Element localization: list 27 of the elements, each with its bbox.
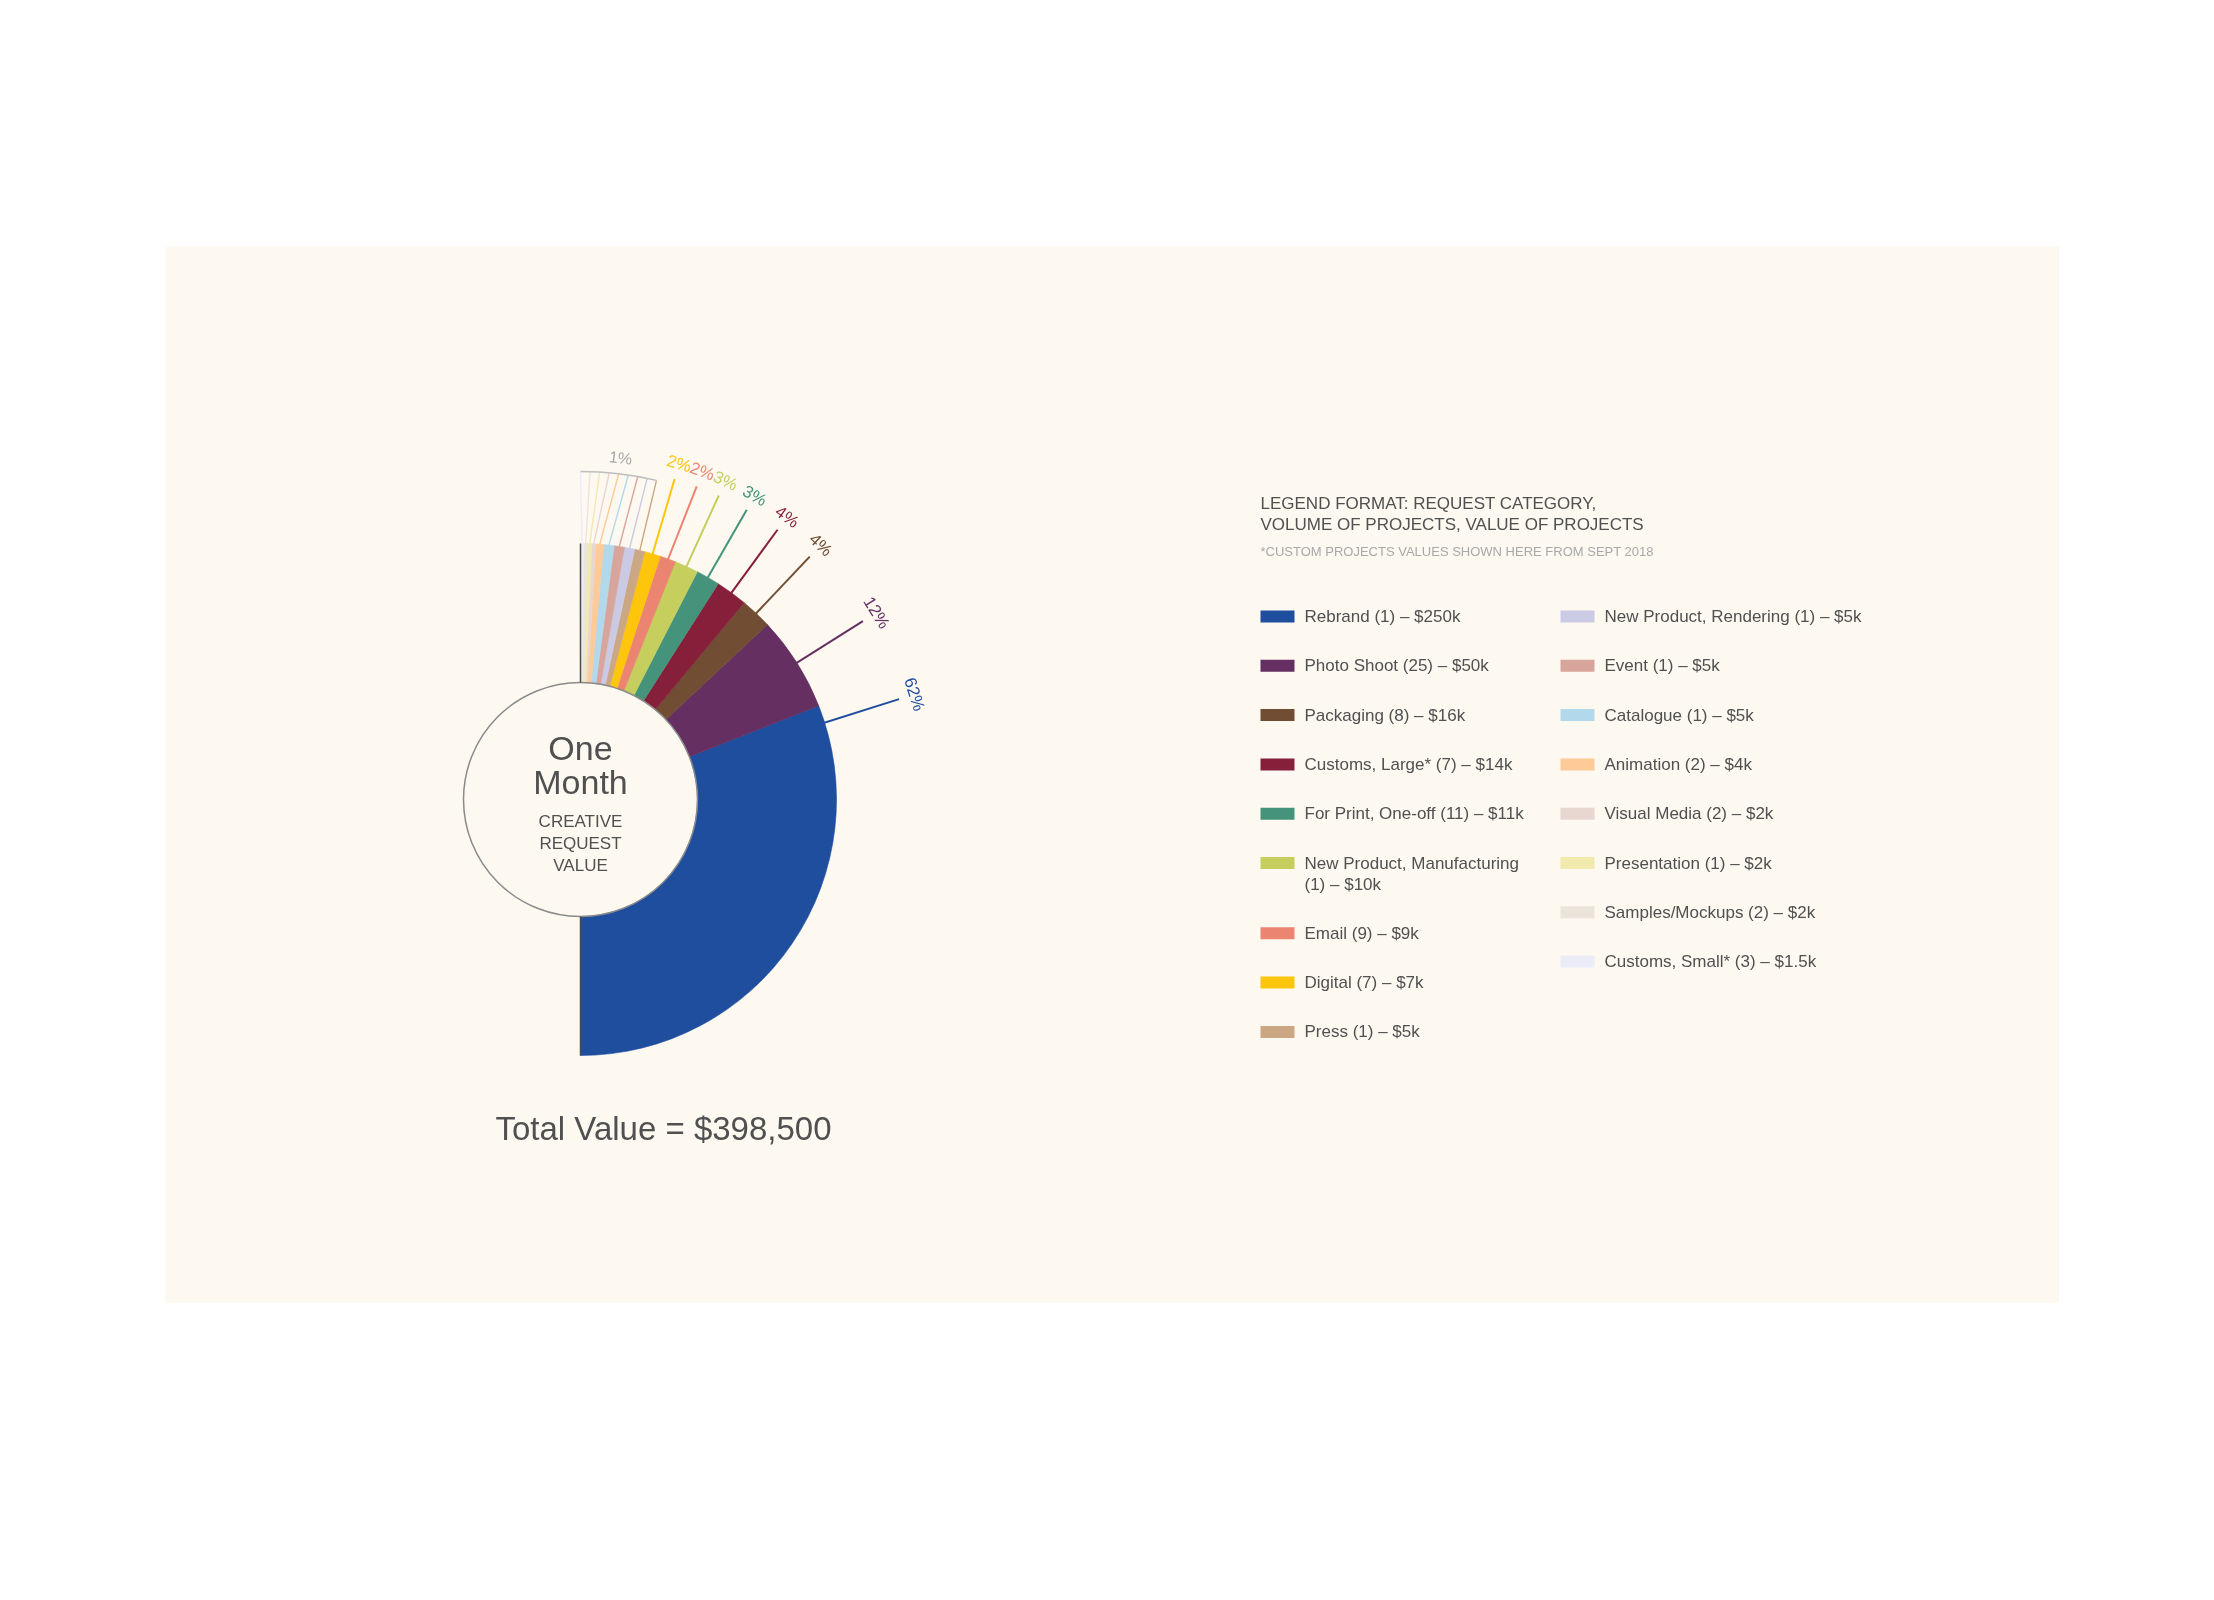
legend-label: Customs, Large* (7) – $14k	[1304, 754, 1513, 774]
text: CREATIVE REQUEST VALUE	[538, 812, 623, 875]
data-label: 4%	[805, 529, 837, 561]
legend-label: Digital (7) – $7k	[1304, 973, 1425, 993]
legend-label: Email (9) – $9k	[1304, 923, 1420, 943]
legend-label: New Product, Rendering (1) – $5k	[1604, 607, 1863, 626]
legend-label: For Print, One-off (11) – $11k	[1304, 804, 1525, 824]
legend-label: Customs, Small* (3) – $1.5k	[1604, 952, 1817, 972]
legend-label: Photo Shoot (25) – $50k	[1304, 656, 1490, 676]
legend-label: Catalogue (1) – $5k	[1604, 705, 1755, 725]
text: 1%	[608, 448, 634, 468]
legend-label: Visual Media (2) – $2k	[1604, 804, 1774, 824]
legend-label: Press (1) – $5k	[1304, 1022, 1421, 1042]
legend-label: Presentation (1) – $2k	[1604, 853, 1773, 873]
legend-label: Animation (2) – $4k	[1604, 754, 1753, 774]
text: One Month	[533, 728, 628, 801]
text: *CUSTOM PROJECTS VALUES SHOWN HERE FROM SEPT 2018	[1260, 544, 1654, 559]
legend-label: Event (1) – $5k	[1604, 656, 1721, 676]
legend-label: New Product, Manufacturing (1) – $10k	[1304, 853, 1519, 894]
data-label: 3%	[739, 481, 771, 511]
legend-label: Rebrand (1) – $250k	[1304, 607, 1461, 626]
legend-title: LEGEND FORMAT: REQUEST CATEGORY, VOLUME OF PROJECTS, VALUE OF PROJECTS	[1260, 494, 1644, 534]
data-label: 4%	[771, 501, 803, 532]
text: Total Value = $398,500	[495, 1110, 832, 1147]
legend-label: Samples/Mockups (2) – $2k	[1604, 902, 1816, 922]
legend-label: Packaging (8) – $16k	[1304, 705, 1466, 725]
data-label: 62%	[900, 675, 929, 714]
